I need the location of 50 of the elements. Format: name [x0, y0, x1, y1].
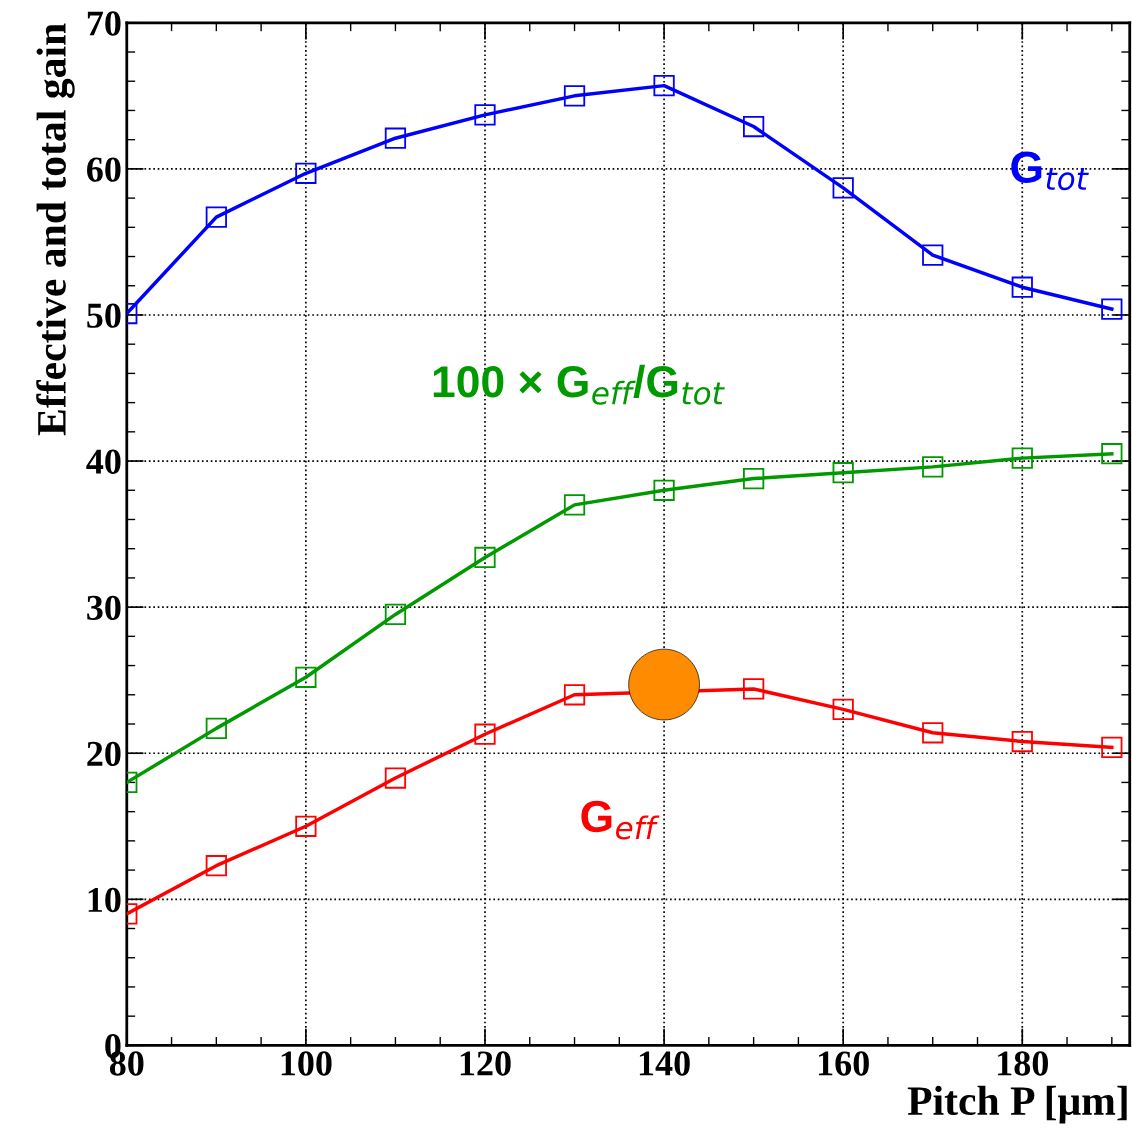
point	[295, 666, 317, 688]
point	[1101, 736, 1123, 758]
point	[384, 127, 407, 149]
point	[563, 494, 586, 516]
y-tick-label: 40	[86, 449, 121, 474]
point	[653, 479, 675, 501]
series-label: 100 × G$_{eff}$/G$_{tot}$	[433, 364, 725, 405]
point	[295, 162, 317, 184]
point	[563, 85, 586, 107]
y-tick-label: 60	[87, 157, 121, 182]
point	[832, 698, 854, 721]
point	[922, 722, 944, 744]
x-axis-title: Pitch P [μm]	[907, 1085, 1127, 1124]
point	[384, 603, 407, 626]
x-tick-label: 140	[639, 1051, 690, 1076]
x-tick-label: 180	[998, 1051, 1048, 1076]
y-tick-label: 70	[87, 11, 121, 36]
x-tick-label: 160	[818, 1051, 869, 1076]
point	[474, 546, 496, 569]
x-tick-label: 120	[460, 1051, 511, 1076]
y-tick-label: 30	[87, 595, 121, 621]
y-tick-label: 50	[87, 303, 121, 328]
point	[205, 717, 227, 740]
point	[205, 206, 227, 228]
point	[384, 767, 407, 789]
point	[474, 723, 496, 745]
point	[1011, 447, 1033, 469]
y-axis-title: Effective and total gain	[36, 23, 75, 436]
point	[563, 684, 586, 706]
series-label: G$_{tot}$	[1011, 151, 1089, 191]
point	[1101, 443, 1123, 465]
point	[922, 244, 944, 266]
point	[832, 462, 854, 484]
point	[922, 456, 944, 478]
point	[743, 467, 765, 490]
point	[653, 74, 675, 97]
point	[1011, 276, 1033, 298]
y-tick-label: 10	[88, 887, 121, 913]
x-tick-label: 100	[281, 1051, 332, 1076]
text: G$_{eff}$	[581, 800, 660, 840]
point	[832, 177, 854, 199]
point	[743, 678, 765, 700]
point	[628, 648, 700, 721]
y-tick-label: 20	[87, 741, 121, 767]
point	[1101, 298, 1123, 320]
point	[743, 115, 765, 138]
point	[205, 855, 227, 877]
point	[474, 104, 496, 126]
point	[1011, 730, 1033, 753]
point	[295, 815, 317, 837]
